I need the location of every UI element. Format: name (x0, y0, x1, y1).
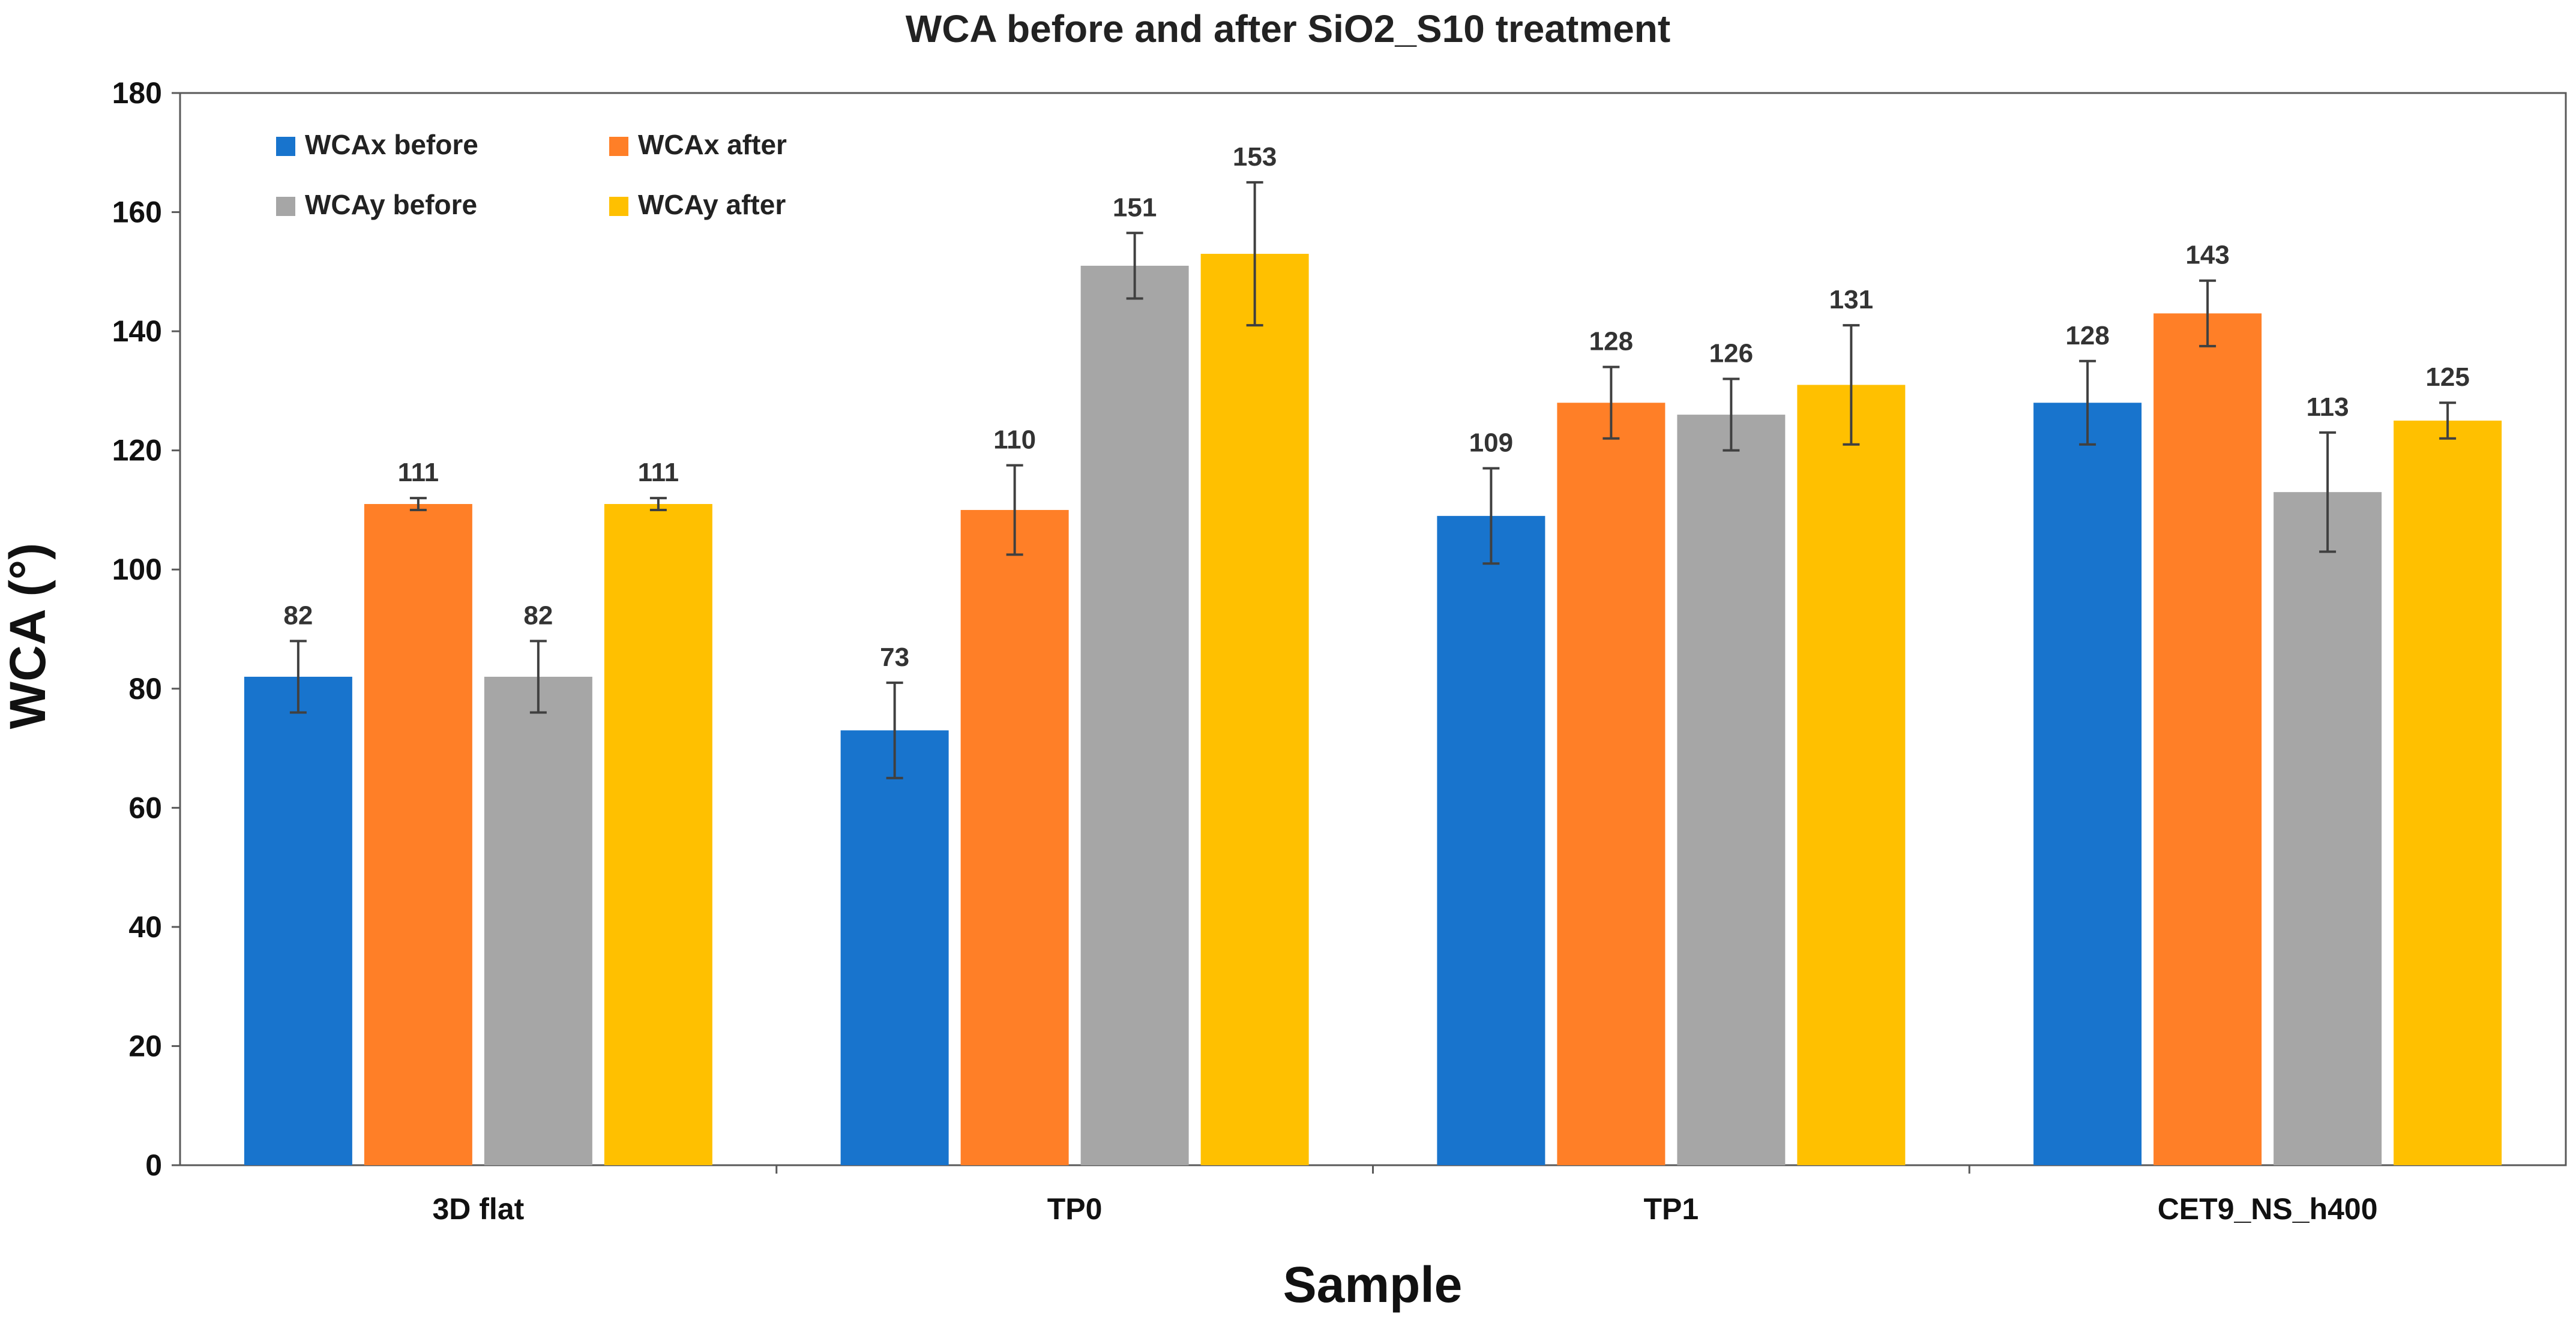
data-label: 153 (1233, 142, 1277, 172)
legend-entry: WCAy before (305, 189, 477, 220)
data-label: 111 (398, 458, 439, 487)
bar (2394, 421, 2502, 1165)
x-tick-label: TP0 (1047, 1192, 1103, 1226)
x-axis-label: Sample (1283, 1256, 1463, 1313)
data-label: 151 (1113, 193, 1157, 222)
x-tick-label: TP1 (1644, 1192, 1699, 1226)
bar (1200, 254, 1309, 1165)
legend-entry: WCAx after (638, 129, 787, 160)
data-label: 73 (880, 643, 909, 672)
y-tick-label: 120 (112, 434, 162, 467)
y-tick-label: 140 (112, 314, 162, 348)
bar (364, 504, 472, 1166)
x-tick-label: 3D flat (432, 1192, 524, 1226)
x-tick-label: CET9_NS_h400 (2158, 1192, 2378, 1226)
bar (2033, 403, 2142, 1166)
data-label: 126 (1709, 339, 1753, 368)
legend-entry: WCAx before (305, 129, 478, 160)
y-axis-label: WCA (°) (0, 543, 56, 729)
data-label: 131 (1829, 285, 1873, 314)
bar (1557, 403, 1666, 1166)
y-tick-label: 100 (112, 553, 162, 586)
data-label: 113 (2307, 392, 2349, 422)
bar (1080, 265, 1189, 1166)
bar (2274, 492, 2382, 1165)
legend-swatch (609, 197, 628, 216)
bars-layer: 82 111 82 111 73 110 151 153 109 128 126 131 128 143 1… (244, 142, 2502, 1166)
y-tick-label: 80 (128, 672, 162, 706)
data-label: 82 (283, 601, 313, 630)
y-tick-label: 60 (128, 791, 162, 824)
y-tick-label: 160 (112, 196, 162, 229)
data-label: 143 (2185, 241, 2229, 270)
chart-title: WCA before and after SiO2_S10 treatment (906, 7, 1670, 50)
bar (1677, 415, 1786, 1165)
legend: WCAx before WCAx after WCAy before WCAy aft… (276, 129, 787, 220)
bar (840, 730, 949, 1165)
data-label: 125 (2425, 362, 2469, 392)
data-label: 128 (2065, 321, 2109, 350)
data-label: 128 (1589, 327, 1633, 356)
data-label: 110 (993, 425, 1036, 454)
bar (2153, 313, 2262, 1165)
legend-entry: WCAy after (638, 189, 786, 220)
y-tick-label: 0 (145, 1148, 162, 1182)
y-tick-label: 40 (128, 910, 162, 944)
bar (1797, 385, 1906, 1165)
y-tick-label: 180 (112, 76, 162, 110)
legend-swatch (276, 137, 295, 156)
bar (960, 509, 1069, 1165)
data-label: 109 (1469, 428, 1513, 457)
legend-swatch (609, 137, 628, 156)
axes: 0 20 40 60 80 100 120 140 160 180 3D flat TP0 TP1 CET… (112, 76, 2567, 1226)
bar (604, 504, 712, 1166)
bar (244, 676, 352, 1165)
bar (1437, 515, 1545, 1165)
bar (484, 676, 592, 1165)
y-tick-label: 20 (128, 1029, 162, 1063)
data-label: 82 (523, 601, 553, 630)
legend-swatch (276, 197, 295, 216)
data-label: 111 (638, 458, 679, 487)
